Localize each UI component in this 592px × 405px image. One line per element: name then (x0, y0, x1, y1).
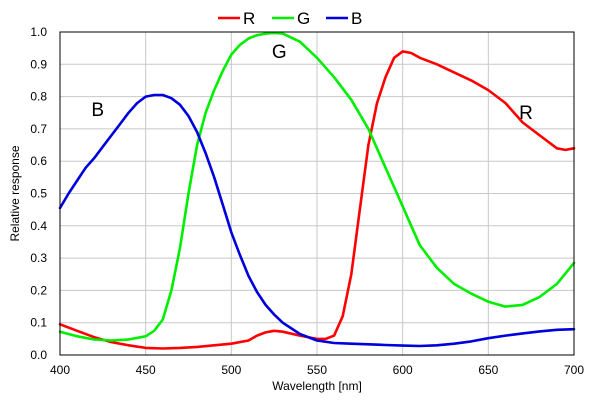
x-tick-label: 600 (393, 363, 413, 377)
legend-label-g: G (297, 9, 310, 28)
x-tick-label: 500 (221, 363, 241, 377)
y-tick-label: 0.9 (30, 57, 47, 71)
y-tick-label: 0.0 (30, 348, 47, 362)
y-tick-label: 0.4 (30, 219, 47, 233)
annotation-g: G (272, 42, 287, 63)
y-tick-label: 1.0 (30, 25, 47, 39)
annotation-b: B (91, 100, 104, 121)
grid (59, 31, 575, 356)
x-tick-label: 650 (478, 363, 498, 377)
annotation-r: R (519, 103, 533, 124)
y-tick-label: 0.1 (30, 316, 47, 330)
y-axis-label: Relative response (8, 145, 22, 241)
x-tick-labels: 400 450 500 550 600 650 700 (50, 363, 584, 377)
x-tick-label: 400 (50, 363, 70, 377)
y-tick-label: 0.8 (30, 90, 47, 104)
x-axis-label: Wavelength [nm] (272, 379, 362, 393)
legend-label-r: R (243, 9, 255, 28)
series-line-r (58, 50, 576, 350)
y-tick-label: 0.7 (30, 122, 47, 136)
y-tick-label: 0.6 (30, 154, 47, 168)
y-tick-labels: 0.0 0.1 0.2 0.3 0.4 0.5 0.6 0.7 0.8 0.9 1.0 (30, 25, 47, 362)
y-tick-label: 0.2 (30, 283, 47, 297)
legend-label-b: B (351, 9, 362, 28)
series-line-b (58, 93, 576, 348)
y-tick-label: 0.3 (30, 251, 47, 265)
y-tick-label: 0.5 (30, 187, 47, 201)
x-tick-label: 700 (564, 363, 584, 377)
curve-annotations: B G R (91, 42, 533, 124)
series-line-g (58, 31, 576, 342)
x-tick-label: 550 (307, 363, 327, 377)
x-tick-label: 450 (136, 363, 156, 377)
plot-frame (59, 31, 575, 356)
series-lines (58, 31, 576, 350)
